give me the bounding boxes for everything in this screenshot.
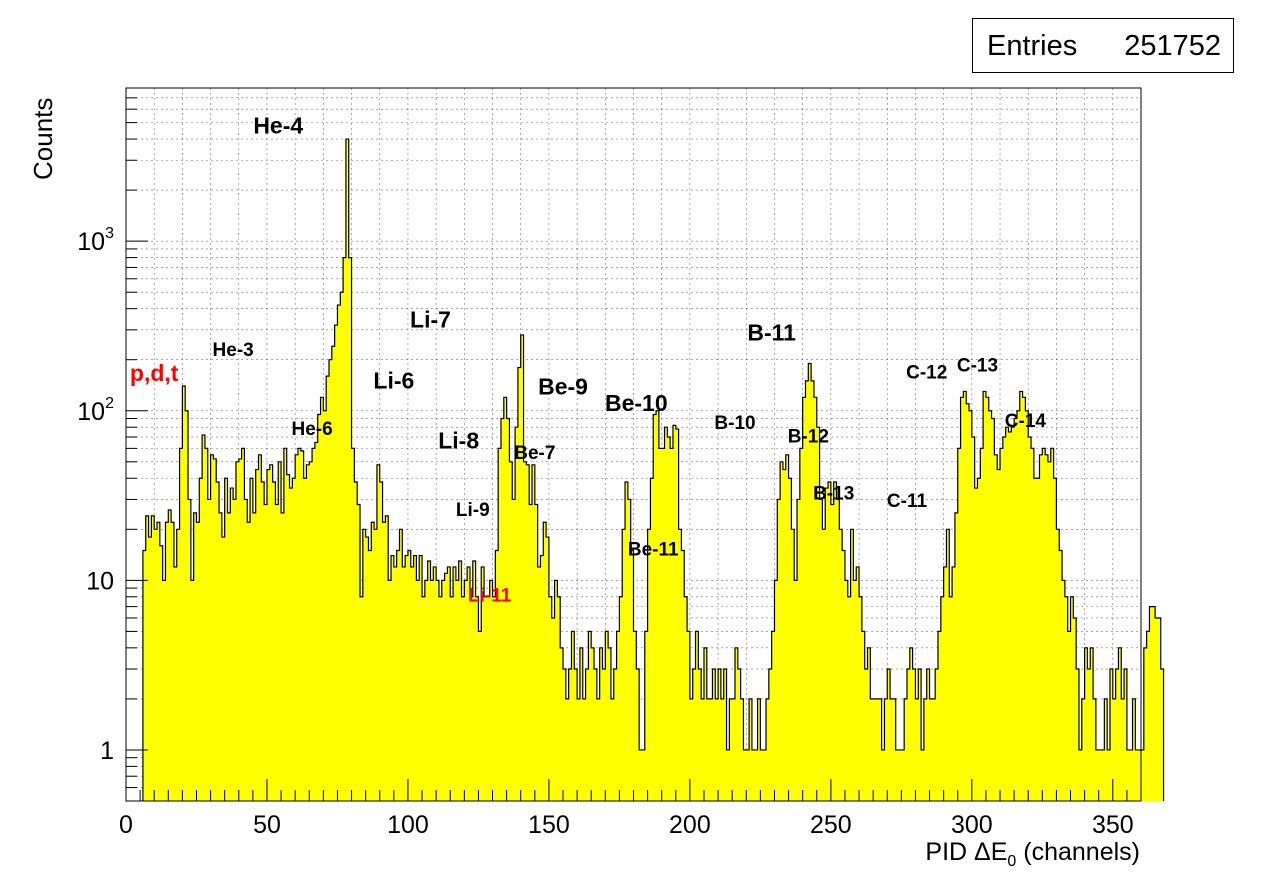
y-tick-label-base: 10 <box>86 567 114 595</box>
peak-label: C-12 <box>906 362 947 383</box>
peak-label: Li-11 <box>468 586 512 607</box>
x-tick-label: 50 <box>253 811 281 839</box>
y-tick-label: 103 <box>77 225 114 256</box>
x-tick-label: 200 <box>669 811 711 839</box>
x-tick-label: 0 <box>119 811 133 839</box>
x-tick-label: 100 <box>387 811 429 839</box>
y-tick-label: 1 <box>100 737 114 765</box>
peak-label: B-12 <box>788 426 829 447</box>
peak-label: B-10 <box>714 413 755 434</box>
peak-label: Be-11 <box>628 540 679 561</box>
peak-label: Li-7 <box>410 306 451 332</box>
peak-label: Be-7 <box>514 443 555 464</box>
x-tick-label: 150 <box>528 811 570 839</box>
y-tick-label-base: 10 <box>77 228 105 256</box>
peak-label: Li-6 <box>373 368 414 394</box>
peak-label: Li-9 <box>456 500 490 521</box>
stats-entries-value: 251752 <box>1124 30 1221 62</box>
peak-label: C-14 <box>1005 411 1047 432</box>
x-axis-label-subscript: 0 <box>1007 853 1016 870</box>
y-tick-label-base: 10 <box>77 398 105 426</box>
peak-label: Be-10 <box>605 390 668 416</box>
peak-label: C-13 <box>957 356 998 377</box>
y-tick-label-exponent: 3 <box>105 225 114 242</box>
peak-label: He-6 <box>291 419 332 440</box>
peak-label: B-13 <box>813 483 854 504</box>
x-tick-label: 350 <box>1092 811 1134 839</box>
peak-label: C-11 <box>887 491 928 512</box>
y-axis-label: Counts <box>28 98 58 180</box>
x-tick-label: 250 <box>810 811 852 839</box>
peak-label: He-3 <box>213 340 254 361</box>
x-tick-label: 300 <box>951 811 993 839</box>
peak-label: Be-9 <box>538 373 588 399</box>
stats-entries-label: Entries <box>987 30 1078 62</box>
y-tick-label-exponent: 2 <box>105 395 114 412</box>
peak-label: Li-8 <box>438 427 479 453</box>
x-axis-label-main: PID ΔE <box>925 838 1007 866</box>
x-axis-label-tail: (channels) <box>1016 838 1140 866</box>
peak-label: p,d,t <box>130 360 179 386</box>
peak-label: He-4 <box>253 113 303 139</box>
peak-labels: He-4 He-3 p,d,t He-6 Li-7 Li-6 Li-8 Li-9 Li-11 Be… <box>130 113 1047 607</box>
histogram-outline <box>142 138 1165 801</box>
y-tick-label: 10 <box>86 567 114 595</box>
stats-box: Entries 251752 <box>972 18 1234 73</box>
x-axis-label: PID ΔE0 (channels) <box>925 838 1140 870</box>
y-tick-label-base: 1 <box>100 737 114 765</box>
peak-label: B-11 <box>747 319 796 345</box>
y-tick-label: 102 <box>77 395 114 426</box>
